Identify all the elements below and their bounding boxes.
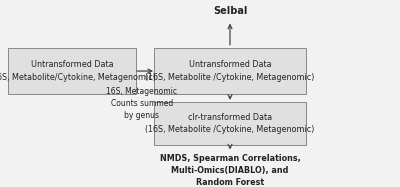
Text: 16S, Metagenomic
Counts summed
by genus: 16S, Metagenomic Counts summed by genus [106, 87, 178, 119]
Text: Untransformed Data
(16S, Metabolite/Cytokine, Metagenomic): Untransformed Data (16S, Metabolite/Cyto… [0, 60, 156, 82]
Text: NMDS, Spearman Correlations,
Multi-Omics(DIABLO), and
Random Forest: NMDS, Spearman Correlations, Multi-Omics… [160, 154, 300, 187]
Text: Untransformed Data
(16S, Metabolite /Cytokine, Metagenomic): Untransformed Data (16S, Metabolite /Cyt… [145, 60, 315, 82]
Text: clr-transformed Data
(16S, Metabolite /Cytokine, Metagenomic): clr-transformed Data (16S, Metabolite /C… [145, 113, 315, 134]
FancyBboxPatch shape [8, 48, 136, 94]
Text: Selbal: Selbal [213, 6, 247, 16]
FancyBboxPatch shape [154, 48, 306, 94]
FancyBboxPatch shape [154, 102, 306, 145]
